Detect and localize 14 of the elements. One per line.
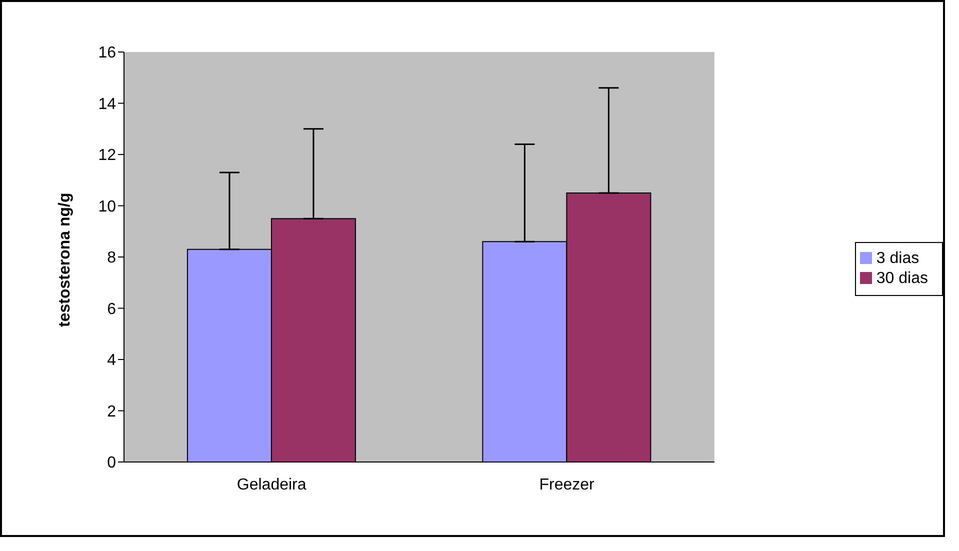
y-tick-label: 16 <box>98 44 116 62</box>
y-tick-label: 10 <box>98 198 116 216</box>
x-tick-label: Freezer <box>539 476 596 494</box>
y-tick-label: 12 <box>98 147 116 164</box>
legend-label: 3 dias <box>876 250 920 266</box>
y-tick-label: 4 <box>107 352 116 370</box>
legend-label: 30 dias <box>876 270 928 286</box>
y-tick-label: 2 <box>107 403 116 420</box>
x-tick-label: Geladeira <box>236 476 306 494</box>
y-tick-label: 6 <box>107 300 116 318</box>
y-tick-label: 0 <box>107 454 116 472</box>
y-tick-label: 14 <box>98 96 116 113</box>
y-tick-label: 8 <box>107 250 116 267</box>
y-axis-title: testosterona ng/g <box>56 192 74 327</box>
